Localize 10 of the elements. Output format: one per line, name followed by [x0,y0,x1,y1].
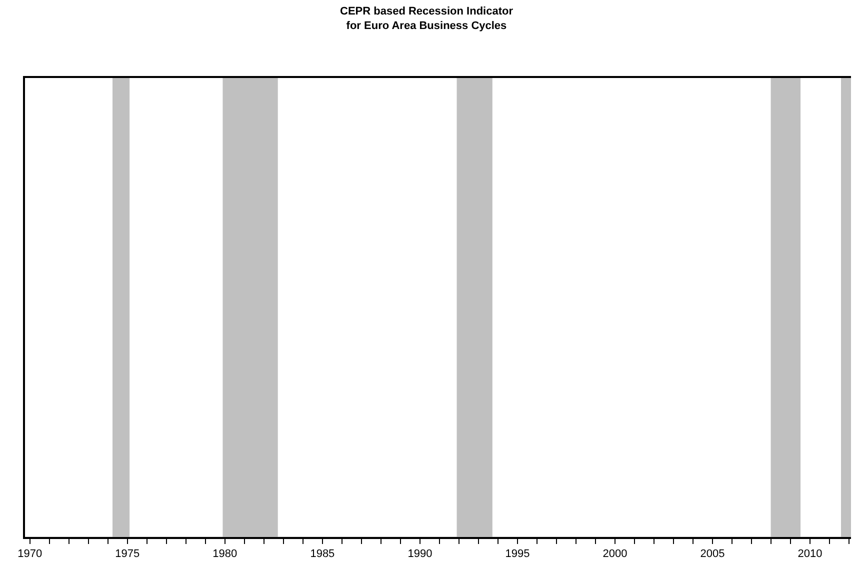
chart-title: CEPR based Recession Indicator for Euro Area Business Cycles [340,6,514,32]
x-tick-label: 2005 [700,548,725,560]
x-tick-label: 1985 [310,548,335,560]
x-tick-label: 2000 [602,548,628,560]
x-tick-label: 1975 [115,548,140,560]
x-tick-label: 1995 [505,548,530,560]
x-tick-label: 1970 [18,548,42,560]
x-tick-label: 1990 [408,548,432,560]
x-tick-label: 2010 [798,548,822,560]
x-tick-label: 1980 [212,548,238,560]
